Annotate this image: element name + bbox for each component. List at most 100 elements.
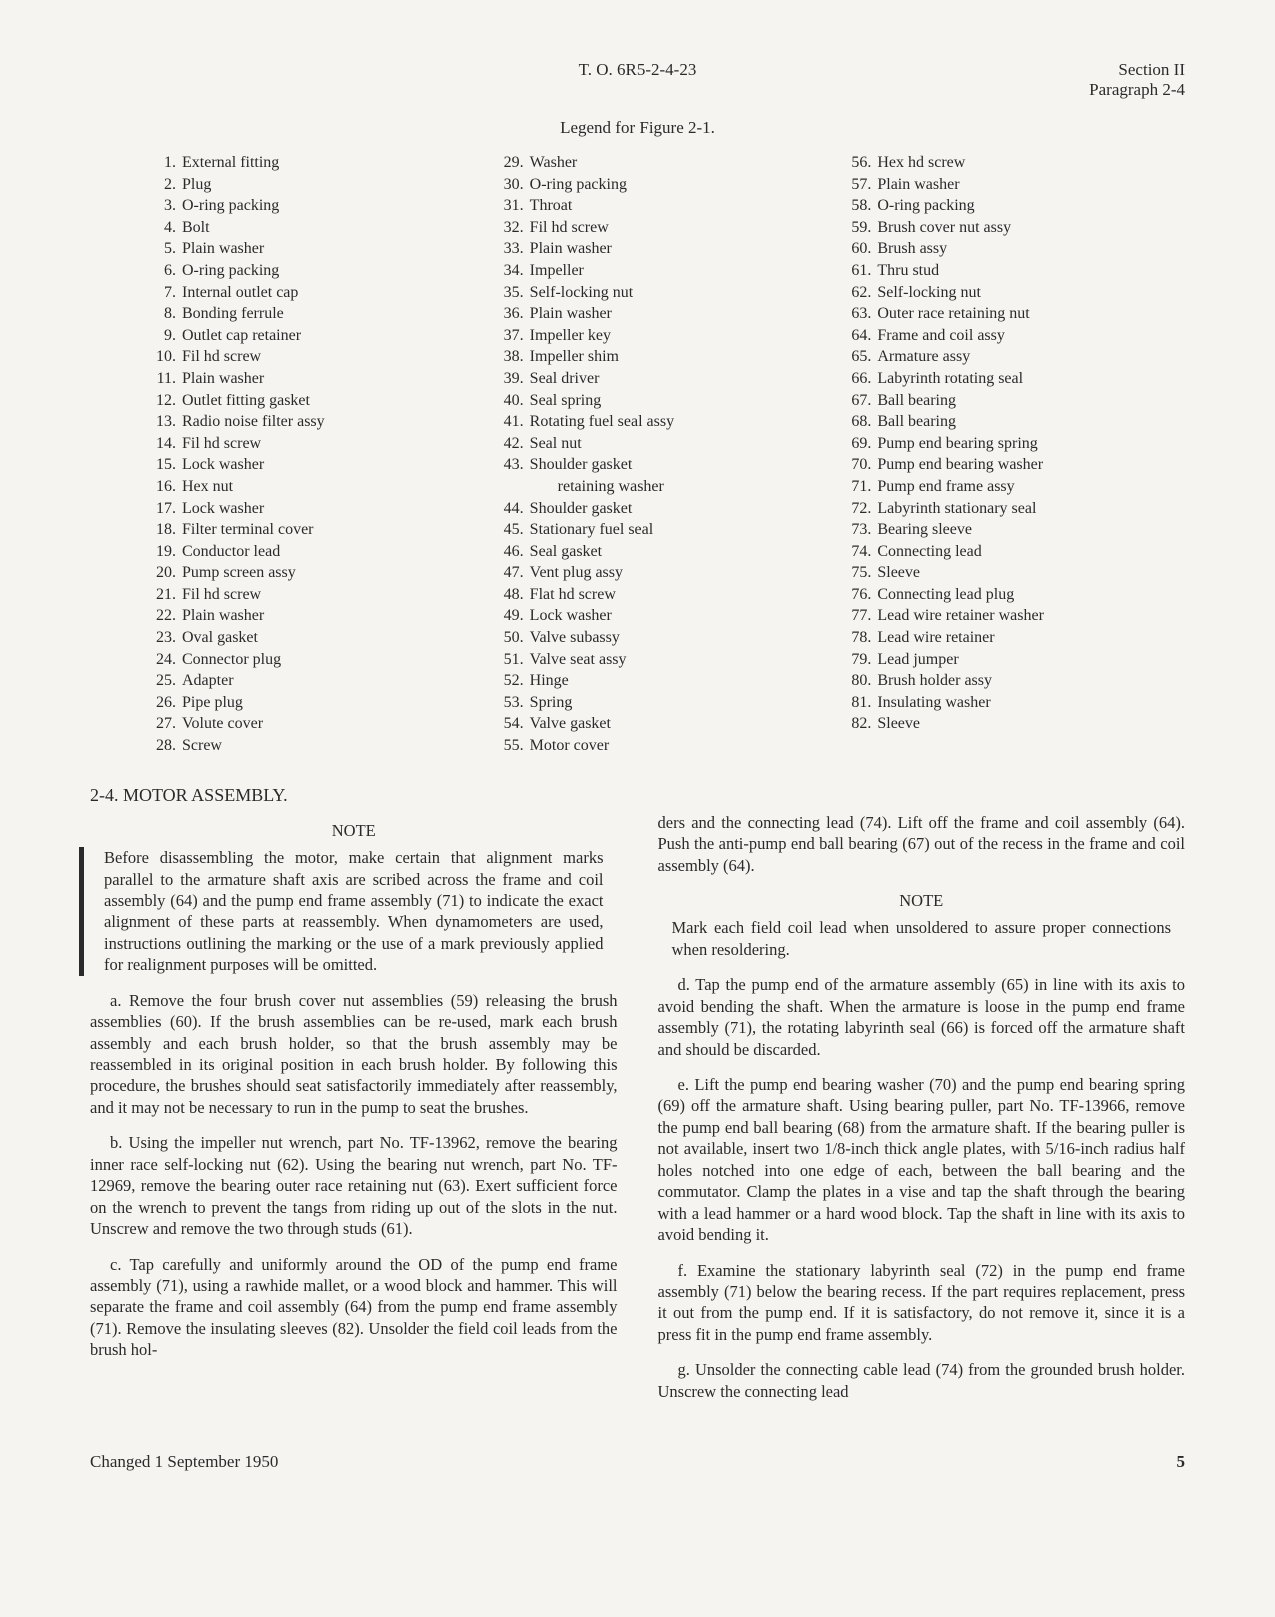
legend-item-text: Fil hd screw bbox=[182, 433, 261, 455]
legend-item-text: Shoulder gasket bbox=[530, 498, 633, 520]
legend-item-number: 75. bbox=[845, 562, 877, 584]
body-col-right: ders and the connecting lead (74). Lift … bbox=[658, 812, 1186, 1417]
legend-item-text: Sleeve bbox=[877, 713, 920, 735]
legend-item-number: 50. bbox=[498, 627, 530, 649]
legend-item: 65.Armature assy bbox=[845, 346, 1185, 368]
legend-item: 35.Self-locking nut bbox=[498, 282, 838, 304]
legend-item-number: 76. bbox=[845, 584, 877, 606]
legend-item-text: Fil hd screw bbox=[182, 584, 261, 606]
legend-item-text: Brush holder assy bbox=[877, 670, 992, 692]
legend-item-text: Labyrinth rotating seal bbox=[877, 368, 1023, 390]
legend-item: 5.Plain washer bbox=[150, 238, 490, 260]
legend-item-number: 20. bbox=[150, 562, 182, 584]
legend-item-text: Self-locking nut bbox=[530, 282, 634, 304]
legend-item: 70.Pump end bearing washer bbox=[845, 454, 1185, 476]
legend-item-number: 57. bbox=[845, 174, 877, 196]
legend-item-number: 37. bbox=[498, 325, 530, 347]
legend-item: 20.Pump screen assy bbox=[150, 562, 490, 584]
legend-item: 25.Adapter bbox=[150, 670, 490, 692]
legend-item: 68.Ball bearing bbox=[845, 411, 1185, 433]
legend-item-text: Seal spring bbox=[530, 390, 602, 412]
legend-item-text: Spring bbox=[530, 692, 573, 714]
legend-item: 17.Lock washer bbox=[150, 498, 490, 520]
legend-item-number: 62. bbox=[845, 282, 877, 304]
legend-item-text: Pump end frame assy bbox=[877, 476, 1014, 498]
legend-item-number: 22. bbox=[150, 605, 182, 627]
legend-item-text: Rotating fuel seal assy bbox=[530, 411, 674, 433]
section-heading: 2-4. MOTOR ASSEMBLY. bbox=[90, 785, 1185, 806]
legend-item: 66.Labyrinth rotating seal bbox=[845, 368, 1185, 390]
legend-item-number: 13. bbox=[150, 411, 182, 433]
legend-item-number: 67. bbox=[845, 390, 877, 412]
legend-item-text: Seal driver bbox=[530, 368, 600, 390]
legend-item-number: 31. bbox=[498, 195, 530, 217]
legend-item-number: 78. bbox=[845, 627, 877, 649]
legend-item-number: 8. bbox=[150, 303, 182, 325]
legend-item-number: 48. bbox=[498, 584, 530, 606]
legend-item-text: Insulating washer bbox=[877, 692, 990, 714]
legend-item-text: Internal outlet cap bbox=[182, 282, 298, 304]
legend-item-number: 38. bbox=[498, 346, 530, 368]
legend-item-number: 61. bbox=[845, 260, 877, 282]
legend-item: 28.Screw bbox=[150, 735, 490, 757]
para-b: b. Using the impeller nut wrench, part N… bbox=[90, 1132, 618, 1239]
legend-item: 39.Seal driver bbox=[498, 368, 838, 390]
legend-item: 73.Bearing sleeve bbox=[845, 519, 1185, 541]
legend-item-number: 51. bbox=[498, 649, 530, 671]
page: T. O. 6R5-2-4-23 Section II Paragraph 2-… bbox=[0, 0, 1275, 1512]
legend-item-text: Thru stud bbox=[877, 260, 939, 282]
legend-item-text: O-ring packing bbox=[530, 174, 627, 196]
legend-item-number: 55. bbox=[498, 735, 530, 757]
legend-item-text: Bearing sleeve bbox=[877, 519, 972, 541]
legend-item: 24.Connector plug bbox=[150, 649, 490, 671]
legend-item: 74.Connecting lead bbox=[845, 541, 1185, 563]
legend-item-text: Plain washer bbox=[530, 303, 612, 325]
legend-item-number: 72. bbox=[845, 498, 877, 520]
legend-item-number: 10. bbox=[150, 346, 182, 368]
legend-item-number: 12. bbox=[150, 390, 182, 412]
legend-item: 41.Rotating fuel seal assy bbox=[498, 411, 838, 433]
body-col-left: NOTE Before disassembling the motor, mak… bbox=[90, 812, 618, 1417]
legend-item-text: Outlet cap retainer bbox=[182, 325, 301, 347]
legend-item: 46.Seal gasket bbox=[498, 541, 838, 563]
legend-item-text: Pump screen assy bbox=[182, 562, 296, 584]
legend-item-number: 73. bbox=[845, 519, 877, 541]
legend-item: 50.Valve subassy bbox=[498, 627, 838, 649]
legend-item: 54.Valve gasket bbox=[498, 713, 838, 735]
legend-item: 45.Stationary fuel seal bbox=[498, 519, 838, 541]
legend-item: 13.Radio noise filter assy bbox=[150, 411, 490, 433]
legend-title: Legend for Figure 2-1. bbox=[90, 118, 1185, 138]
legend-item-text: Lead wire retainer bbox=[877, 627, 994, 649]
legend-item: 75.Sleeve bbox=[845, 562, 1185, 584]
legend-item-text: Bonding ferrule bbox=[182, 303, 284, 325]
legend-item-number: 63. bbox=[845, 303, 877, 325]
legend-item-text: Vent plug assy bbox=[530, 562, 623, 584]
legend-item-text: Shoulder gasket bbox=[530, 454, 633, 476]
legend-item-number: 2. bbox=[150, 174, 182, 196]
doc-number: T. O. 6R5-2-4-23 bbox=[290, 60, 985, 100]
legend-item-number: 58. bbox=[845, 195, 877, 217]
legend-item-number: 25. bbox=[150, 670, 182, 692]
legend-item-number: 77. bbox=[845, 605, 877, 627]
legend-item-number: 52. bbox=[498, 670, 530, 692]
legend-item-number: 54. bbox=[498, 713, 530, 735]
legend-item-text: Hex nut bbox=[182, 476, 233, 498]
legend-item: 14.Fil hd screw bbox=[150, 433, 490, 455]
legend-item-text: O-ring packing bbox=[877, 195, 974, 217]
legend-item-number: 34. bbox=[498, 260, 530, 282]
para-c-cont: ders and the connecting lead (74). Lift … bbox=[658, 812, 1186, 876]
legend-item-number: 35. bbox=[498, 282, 530, 304]
legend-item-number: 32. bbox=[498, 217, 530, 239]
legend-item-text: retaining washer bbox=[498, 476, 664, 498]
legend-item: 37.Impeller key bbox=[498, 325, 838, 347]
legend-item-text: Screw bbox=[182, 735, 222, 757]
legend-item-text: Armature assy bbox=[877, 346, 970, 368]
legend-item-number: 59. bbox=[845, 217, 877, 239]
legend-item-number: 56. bbox=[845, 152, 877, 174]
legend-item-number: 60. bbox=[845, 238, 877, 260]
page-number: 5 bbox=[1177, 1452, 1186, 1472]
legend-item: 32.Fil hd screw bbox=[498, 217, 838, 239]
legend-item: 81.Insulating washer bbox=[845, 692, 1185, 714]
legend-item: 69.Pump end bearing spring bbox=[845, 433, 1185, 455]
legend-item-number: 11. bbox=[150, 368, 182, 390]
